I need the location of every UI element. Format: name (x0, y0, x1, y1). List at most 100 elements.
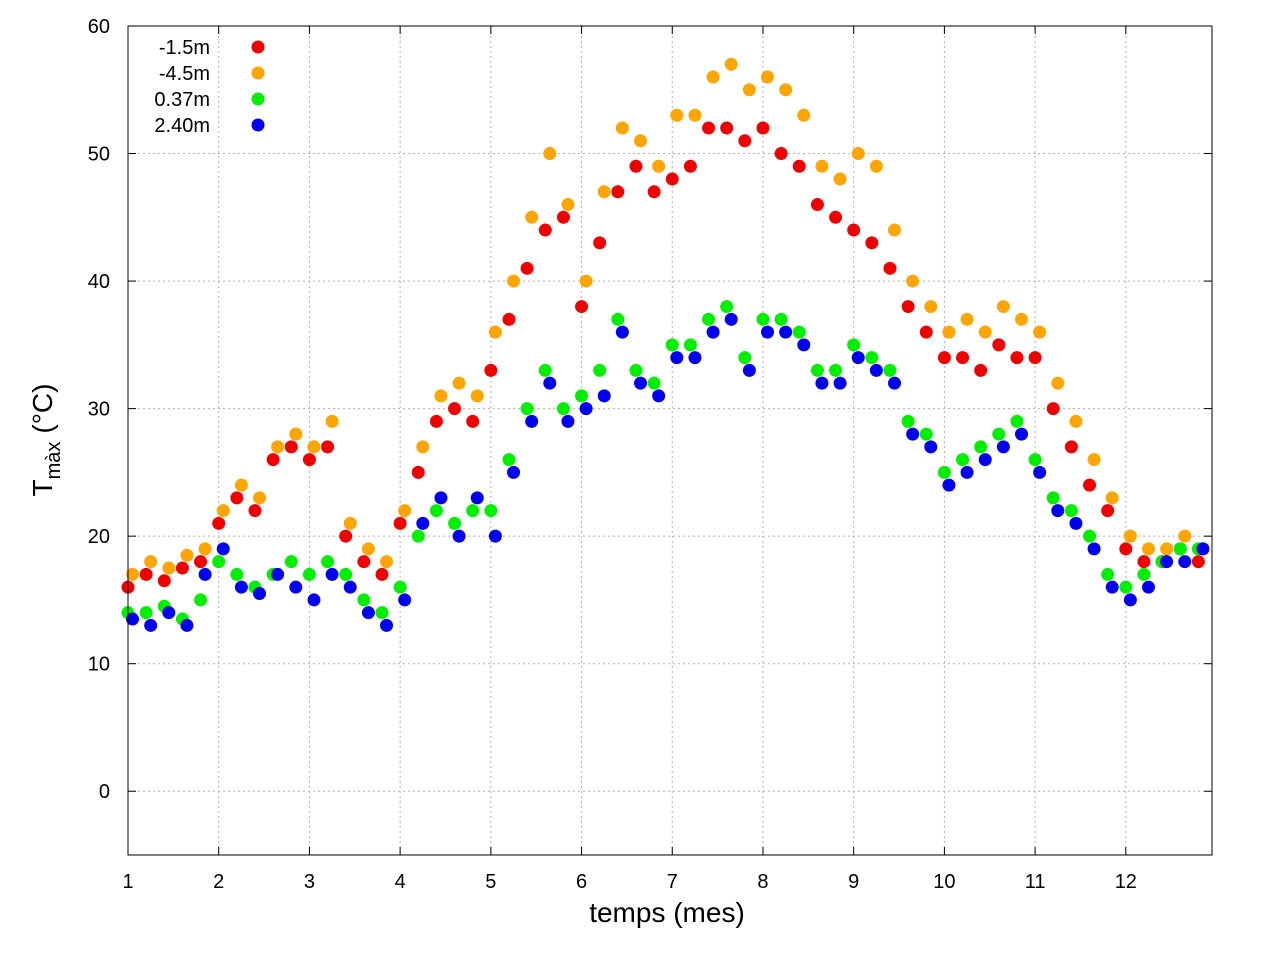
data-point (393, 580, 407, 594)
data-point (688, 351, 702, 365)
data-point (488, 529, 502, 543)
data-point (996, 440, 1010, 454)
data-point (974, 363, 988, 377)
plot-frame (127, 25, 1213, 856)
data-point (180, 548, 194, 562)
data-point (1142, 580, 1156, 594)
data-point (1046, 491, 1060, 505)
data-point (1123, 593, 1137, 607)
x-tick-label: 6 (576, 871, 587, 893)
data-point (1173, 542, 1187, 556)
y-axis-title-subscript: màx (43, 442, 65, 480)
data-point (234, 478, 248, 492)
data-point (543, 376, 557, 390)
data-point (520, 261, 534, 275)
data-point (978, 453, 992, 467)
data-point (792, 325, 806, 339)
series--4.5m (126, 57, 1210, 581)
data-point (688, 108, 702, 122)
data-point (738, 134, 752, 148)
data-point (230, 491, 244, 505)
data-point (761, 70, 775, 84)
data-point (1069, 516, 1083, 530)
data-point (942, 325, 956, 339)
data-point (901, 300, 915, 314)
data-point (248, 504, 262, 518)
data-point (797, 338, 811, 352)
y-tick-label: 0 (99, 781, 110, 803)
data-point (448, 516, 462, 530)
data-point (361, 542, 375, 556)
data-point (1196, 542, 1210, 556)
legend-label: -1.5m (159, 37, 210, 59)
data-point (339, 529, 353, 543)
legend: -1.5m -4.5m 0.37m 2.40m (154, 37, 265, 137)
data-point (579, 274, 593, 288)
data-point (289, 427, 303, 441)
data-point (216, 504, 230, 518)
data-point (307, 593, 321, 607)
data-point (960, 312, 974, 326)
data-point (1137, 567, 1151, 581)
data-point (937, 351, 951, 365)
data-point (507, 274, 521, 288)
data-point (302, 567, 316, 581)
data-point (452, 529, 466, 543)
data-point (615, 121, 629, 135)
data-point (139, 567, 153, 581)
data-point (865, 236, 879, 250)
data-point (702, 312, 716, 326)
data-point (906, 427, 920, 441)
data-point (720, 300, 734, 314)
x-axis-title: temps (mes) (589, 897, 745, 928)
data-point (416, 516, 430, 530)
y-axis-title-main: T (27, 479, 58, 496)
data-point (670, 351, 684, 365)
data-point (484, 504, 498, 518)
legend-label: 0.37m (154, 89, 210, 111)
data-point (411, 529, 425, 543)
data-point (339, 567, 353, 581)
data-point (1051, 376, 1065, 390)
y-tick-label: 50 (88, 144, 110, 166)
data-point (869, 363, 883, 377)
x-tick-label: 4 (395, 871, 406, 893)
data-point (556, 210, 570, 224)
data-point (742, 363, 756, 377)
data-point (1178, 555, 1192, 569)
data-point (1015, 427, 1029, 441)
data-point (175, 561, 189, 575)
data-point (647, 376, 661, 390)
data-point (883, 363, 897, 377)
data-point (484, 363, 498, 377)
data-point (1083, 529, 1097, 543)
data-point (284, 555, 298, 569)
data-point (960, 465, 974, 479)
data-point (538, 363, 552, 377)
data-point (271, 440, 285, 454)
data-point (416, 440, 430, 454)
data-point (919, 325, 933, 339)
data-point (774, 147, 788, 161)
data-point (1028, 351, 1042, 365)
data-point (393, 516, 407, 530)
data-point (888, 223, 902, 237)
data-point (321, 440, 335, 454)
data-point (593, 363, 607, 377)
data-point (647, 185, 661, 199)
data-point (996, 300, 1010, 314)
data-point (924, 440, 938, 454)
data-point (556, 402, 570, 416)
data-point (1191, 555, 1205, 569)
data-point (321, 555, 335, 569)
data-point (448, 402, 462, 416)
data-point (307, 440, 321, 454)
data-point (357, 555, 371, 569)
data-point (325, 414, 339, 428)
data-point (611, 185, 625, 199)
data-point (833, 376, 847, 390)
data-point (561, 198, 575, 212)
data-point (216, 542, 230, 556)
data-point (144, 555, 158, 569)
data-point (634, 376, 648, 390)
